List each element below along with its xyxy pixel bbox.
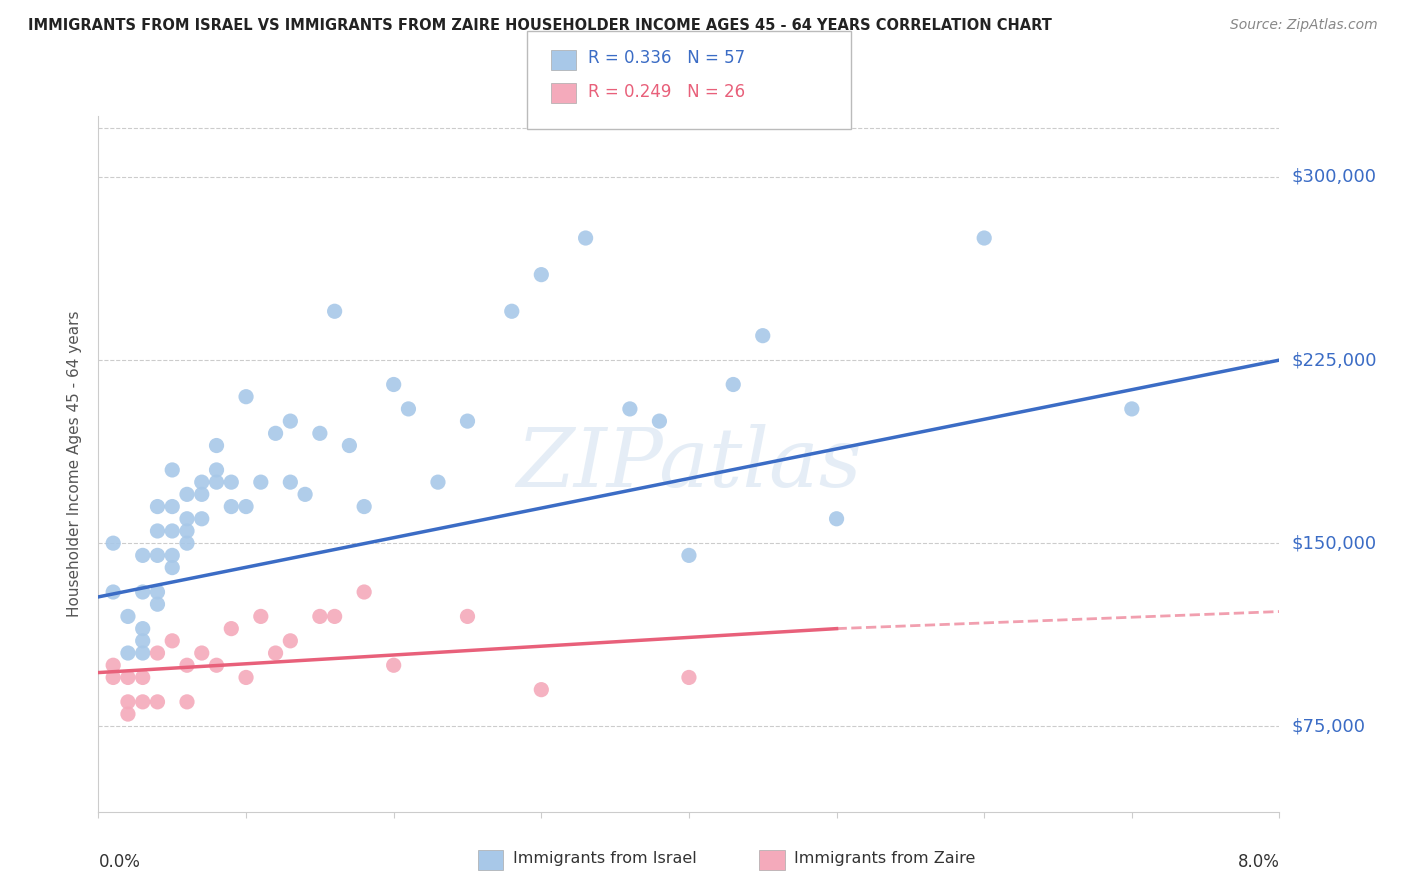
Point	[382, 658, 405, 673]
Point	[132, 585, 155, 599]
Point	[250, 475, 273, 490]
Point	[574, 231, 596, 245]
Point	[103, 536, 124, 550]
Point	[619, 401, 641, 416]
Point	[264, 426, 287, 441]
Text: Immigrants from Zaire: Immigrants from Zaire	[794, 852, 976, 866]
Text: IMMIGRANTS FROM ISRAEL VS IMMIGRANTS FROM ZAIRE HOUSEHOLDER INCOME AGES 45 - 64 : IMMIGRANTS FROM ISRAEL VS IMMIGRANTS FRO…	[28, 18, 1052, 33]
Text: ZIPatlas: ZIPatlas	[516, 424, 862, 504]
Point	[146, 597, 169, 611]
Point	[250, 609, 273, 624]
Point	[219, 500, 242, 514]
Point	[353, 500, 375, 514]
Point	[191, 512, 214, 526]
Point	[501, 304, 523, 318]
Point	[323, 609, 346, 624]
Point	[117, 609, 139, 624]
Point	[278, 414, 301, 428]
Point	[235, 390, 257, 404]
Point	[176, 536, 198, 550]
Point	[146, 500, 169, 514]
Point	[235, 500, 257, 514]
Point	[146, 585, 169, 599]
Point	[205, 463, 228, 477]
Point	[308, 426, 332, 441]
Text: 8.0%: 8.0%	[1237, 854, 1279, 871]
Point	[132, 549, 155, 563]
Point	[146, 646, 169, 660]
Point	[162, 560, 183, 574]
Point	[117, 695, 139, 709]
Point	[278, 633, 301, 648]
Point	[162, 500, 183, 514]
Point	[382, 377, 405, 392]
Point	[103, 670, 124, 684]
Point	[825, 512, 848, 526]
Point	[117, 646, 139, 660]
Point	[456, 609, 478, 624]
Point	[117, 670, 139, 684]
Point	[205, 475, 228, 490]
Point	[219, 475, 242, 490]
Point	[191, 487, 214, 501]
Point	[176, 512, 198, 526]
Point	[205, 438, 228, 452]
Point	[396, 401, 419, 416]
Point	[426, 475, 449, 490]
Point	[264, 646, 287, 660]
Point	[678, 670, 700, 684]
Text: R = 0.336   N = 57: R = 0.336 N = 57	[588, 49, 745, 67]
Point	[162, 463, 183, 477]
Point	[530, 268, 553, 282]
Point	[235, 670, 257, 684]
Point	[721, 377, 744, 392]
Point	[162, 524, 183, 538]
Text: $150,000: $150,000	[1291, 534, 1376, 552]
Point	[176, 658, 198, 673]
Point	[353, 585, 375, 599]
Point	[191, 646, 214, 660]
Point	[530, 682, 553, 697]
Point	[1121, 401, 1143, 416]
Point	[751, 328, 773, 343]
Y-axis label: Householder Income Ages 45 - 64 years: Householder Income Ages 45 - 64 years	[67, 310, 83, 617]
Point	[132, 633, 155, 648]
Point	[337, 438, 360, 452]
Point	[973, 231, 995, 245]
Point	[176, 487, 198, 501]
Point	[278, 475, 301, 490]
Point	[117, 707, 139, 722]
Point	[191, 475, 214, 490]
Text: $300,000: $300,000	[1291, 168, 1376, 186]
Text: $225,000: $225,000	[1291, 351, 1376, 369]
Text: 0.0%: 0.0%	[98, 854, 141, 871]
Point	[205, 658, 228, 673]
Point	[176, 695, 198, 709]
Point	[146, 524, 169, 538]
Point	[132, 670, 155, 684]
Point	[132, 646, 155, 660]
Point	[132, 695, 155, 709]
Point	[323, 304, 346, 318]
Text: Source: ZipAtlas.com: Source: ZipAtlas.com	[1230, 18, 1378, 32]
Point	[456, 414, 478, 428]
Point	[103, 658, 124, 673]
Point	[294, 487, 316, 501]
Point	[176, 524, 198, 538]
Point	[219, 622, 242, 636]
Text: $75,000: $75,000	[1291, 717, 1365, 735]
Point	[162, 633, 183, 648]
Point	[146, 695, 169, 709]
Point	[103, 585, 124, 599]
Point	[648, 414, 671, 428]
Point	[132, 622, 155, 636]
Point	[146, 549, 169, 563]
Text: Immigrants from Israel: Immigrants from Israel	[513, 852, 697, 866]
Text: R = 0.249   N = 26: R = 0.249 N = 26	[588, 83, 745, 101]
Point	[678, 549, 700, 563]
Point	[162, 549, 183, 563]
Point	[308, 609, 332, 624]
